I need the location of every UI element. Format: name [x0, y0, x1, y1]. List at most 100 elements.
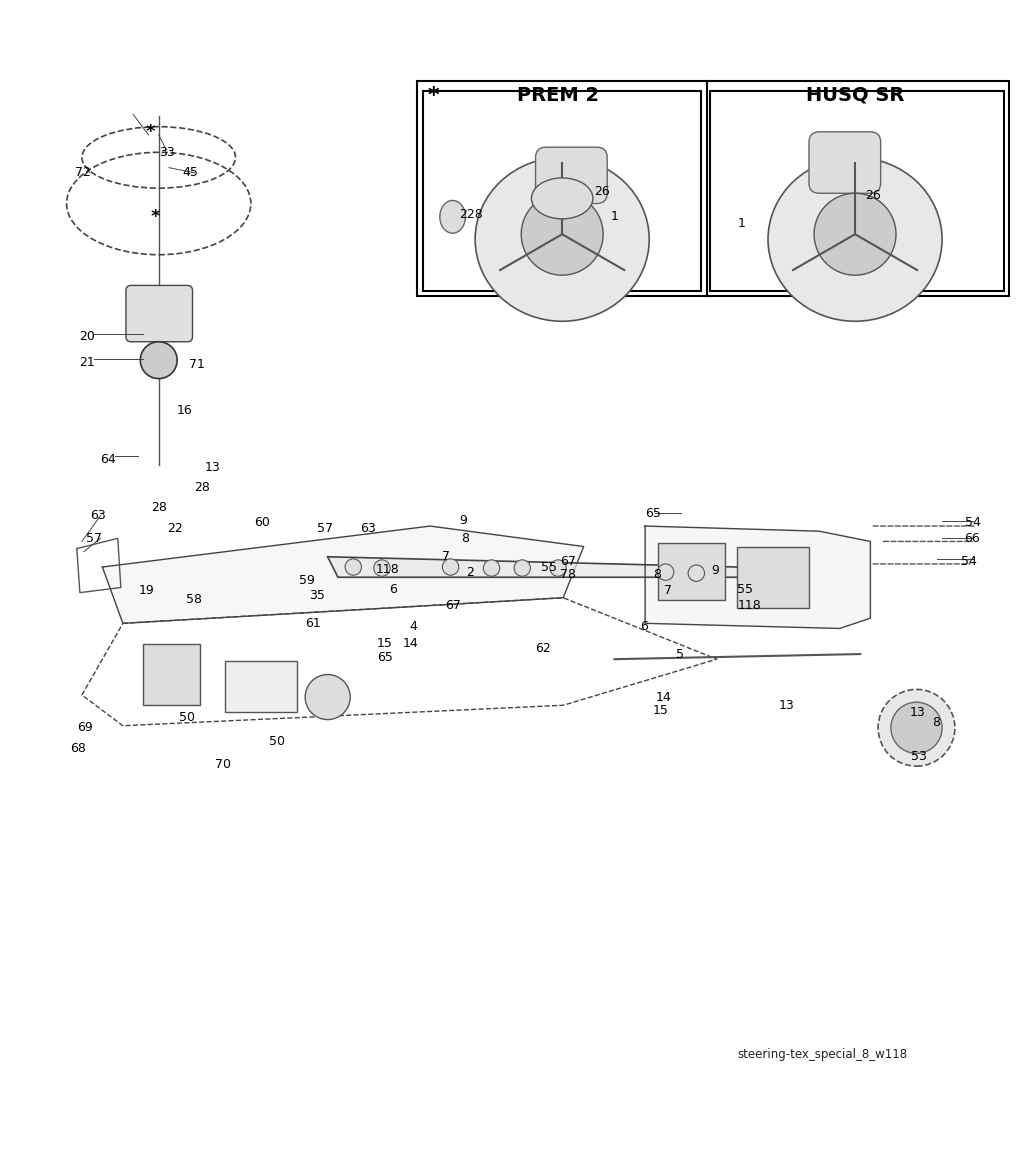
Text: 64: 64: [100, 454, 116, 466]
Text: PREM 2: PREM 2: [517, 86, 599, 105]
FancyBboxPatch shape: [536, 147, 607, 203]
Text: 59: 59: [299, 573, 315, 586]
Text: 26: 26: [594, 184, 609, 197]
Polygon shape: [328, 557, 748, 577]
Text: 65: 65: [377, 651, 393, 664]
Polygon shape: [102, 526, 584, 624]
Bar: [417, 81, 1009, 296]
Circle shape: [345, 559, 361, 576]
Text: 68: 68: [70, 741, 86, 754]
Bar: [737, 546, 809, 607]
Text: 13: 13: [205, 462, 220, 475]
Text: 26: 26: [865, 189, 881, 202]
Text: 22: 22: [167, 522, 182, 535]
Text: 62: 62: [536, 643, 551, 656]
Text: 54: 54: [961, 556, 977, 569]
Polygon shape: [645, 526, 870, 629]
Text: *: *: [151, 208, 160, 226]
Circle shape: [442, 559, 459, 576]
FancyBboxPatch shape: [809, 132, 881, 193]
Text: 71: 71: [189, 357, 206, 371]
Text: 4: 4: [410, 620, 418, 633]
Text: 78: 78: [560, 568, 577, 580]
Text: 7: 7: [664, 584, 672, 597]
Text: 19: 19: [138, 584, 154, 597]
Circle shape: [483, 559, 500, 576]
Text: 118: 118: [737, 599, 761, 612]
Text: 8: 8: [461, 532, 469, 545]
Text: 16: 16: [177, 404, 193, 417]
Text: 60: 60: [254, 517, 270, 530]
Text: 228: 228: [459, 208, 482, 221]
Ellipse shape: [879, 690, 955, 766]
Text: 9: 9: [459, 515, 467, 528]
Text: 58: 58: [186, 593, 203, 606]
Bar: [143, 644, 200, 705]
Circle shape: [891, 703, 942, 753]
Text: 5: 5: [676, 647, 684, 660]
Ellipse shape: [531, 177, 593, 219]
Text: 6: 6: [389, 583, 397, 596]
Text: 20: 20: [79, 330, 95, 343]
Text: 50: 50: [269, 734, 286, 747]
Text: 13: 13: [778, 699, 794, 712]
Text: 8: 8: [653, 568, 662, 580]
Text: 63: 63: [360, 522, 376, 535]
Text: 55: 55: [737, 583, 754, 596]
Text: 69: 69: [77, 721, 92, 734]
Text: 63: 63: [90, 509, 105, 523]
Circle shape: [305, 674, 350, 719]
Text: 66: 66: [965, 532, 980, 545]
Text: 2: 2: [466, 565, 474, 578]
Text: 28: 28: [195, 481, 211, 494]
Circle shape: [688, 565, 705, 582]
Text: 15: 15: [652, 704, 669, 717]
Text: 72: 72: [75, 167, 91, 180]
Text: 55: 55: [541, 560, 557, 573]
Circle shape: [657, 564, 674, 580]
Ellipse shape: [440, 201, 465, 233]
Text: 15: 15: [377, 637, 393, 650]
FancyBboxPatch shape: [126, 286, 193, 342]
Text: 61: 61: [305, 617, 321, 630]
Text: 57: 57: [86, 532, 102, 545]
Circle shape: [550, 559, 566, 576]
Circle shape: [140, 342, 177, 378]
Ellipse shape: [475, 157, 649, 321]
Text: 35: 35: [309, 589, 326, 603]
Text: steering-tex_special_8_w118: steering-tex_special_8_w118: [737, 1048, 907, 1061]
Text: 65: 65: [645, 508, 662, 521]
Text: HUSQ SR: HUSQ SR: [806, 86, 904, 105]
Text: 67: 67: [560, 556, 577, 569]
Circle shape: [514, 559, 530, 576]
Bar: [225, 662, 297, 712]
Text: 57: 57: [317, 522, 334, 535]
Text: 9: 9: [712, 564, 720, 577]
Bar: [423, 90, 701, 290]
Text: 28: 28: [152, 501, 168, 515]
Text: 118: 118: [376, 563, 399, 576]
Text: 45: 45: [182, 167, 199, 180]
Circle shape: [521, 193, 603, 275]
Text: 50: 50: [179, 711, 196, 724]
Text: 7: 7: [442, 550, 451, 563]
Text: 33: 33: [159, 146, 174, 159]
Text: *: *: [145, 123, 155, 141]
Text: 53: 53: [911, 750, 928, 763]
Text: 14: 14: [655, 691, 671, 704]
Bar: [658, 544, 725, 599]
Text: *: *: [428, 86, 439, 106]
Text: 1: 1: [610, 210, 618, 223]
Text: 70: 70: [215, 758, 231, 771]
Text: 67: 67: [445, 599, 462, 612]
Text: 54: 54: [965, 517, 981, 530]
Text: 1: 1: [737, 217, 745, 230]
Circle shape: [814, 193, 896, 275]
Circle shape: [374, 559, 390, 576]
Bar: [710, 90, 1004, 290]
Ellipse shape: [768, 157, 942, 321]
Text: 14: 14: [402, 637, 418, 650]
Text: 6: 6: [640, 620, 648, 633]
Text: 13: 13: [909, 706, 925, 719]
Text: 21: 21: [79, 356, 94, 369]
